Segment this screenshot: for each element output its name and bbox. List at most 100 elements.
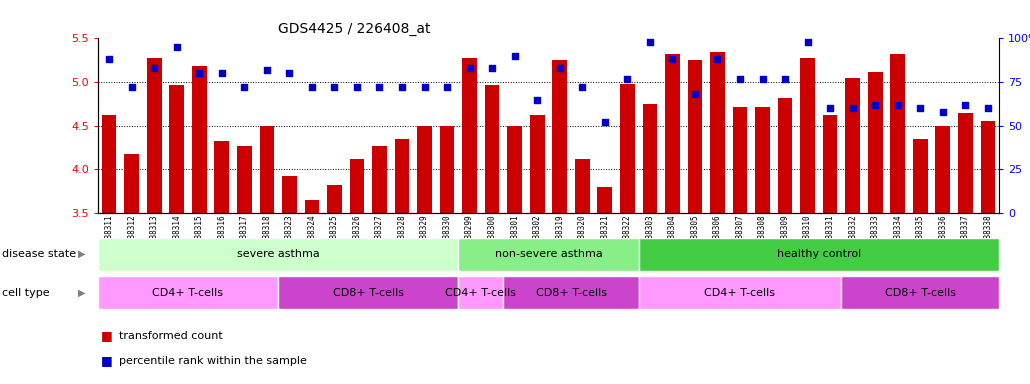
Bar xyxy=(935,126,950,213)
Point xyxy=(980,105,996,111)
Point xyxy=(754,76,770,82)
Bar xyxy=(639,238,999,271)
Bar xyxy=(504,276,639,309)
Bar xyxy=(125,154,139,213)
Point xyxy=(799,39,816,45)
Bar xyxy=(278,276,458,309)
Point xyxy=(461,65,478,71)
Text: ■: ■ xyxy=(101,329,112,343)
Bar xyxy=(552,60,568,213)
Bar xyxy=(755,106,769,213)
Bar xyxy=(328,185,342,213)
Bar xyxy=(823,115,837,213)
Point xyxy=(146,65,163,71)
Bar xyxy=(981,121,995,213)
Bar xyxy=(778,98,792,213)
Text: CD4+ T-cells: CD4+ T-cells xyxy=(445,288,516,298)
Text: healthy control: healthy control xyxy=(777,249,861,260)
Text: non-severe asthma: non-severe asthma xyxy=(494,249,603,260)
Bar xyxy=(620,84,634,213)
Text: ■: ■ xyxy=(101,354,112,367)
Text: percentile rank within the sample: percentile rank within the sample xyxy=(119,356,307,366)
Bar xyxy=(485,85,500,213)
Point xyxy=(957,102,973,108)
Point xyxy=(371,84,387,90)
Text: GDS4425 / 226408_at: GDS4425 / 226408_at xyxy=(278,22,431,36)
Bar xyxy=(958,113,972,213)
Bar xyxy=(732,106,748,213)
Text: cell type: cell type xyxy=(2,288,49,298)
Point xyxy=(574,84,590,90)
Bar xyxy=(372,146,387,213)
Bar xyxy=(597,187,612,213)
Point xyxy=(822,105,838,111)
Point xyxy=(596,119,613,125)
Point xyxy=(327,84,343,90)
Bar xyxy=(846,78,860,213)
Bar xyxy=(417,126,432,213)
Point xyxy=(101,56,117,63)
Point xyxy=(124,84,140,90)
Bar xyxy=(237,146,251,213)
Point xyxy=(507,53,523,59)
Point xyxy=(439,84,455,90)
Bar xyxy=(639,276,842,309)
Point xyxy=(619,76,636,82)
Text: ▶: ▶ xyxy=(78,249,85,259)
Point xyxy=(213,70,230,76)
Bar xyxy=(98,276,278,309)
Point xyxy=(236,84,252,90)
Point xyxy=(304,84,320,90)
Bar xyxy=(458,276,504,309)
Point xyxy=(529,96,546,103)
Point xyxy=(393,84,410,90)
Bar xyxy=(260,126,274,213)
Text: CD8+ T-cells: CD8+ T-cells xyxy=(536,288,607,298)
Point xyxy=(416,84,433,90)
Bar xyxy=(394,139,409,213)
Text: CD8+ T-cells: CD8+ T-cells xyxy=(333,288,404,298)
Point xyxy=(191,70,207,76)
Bar xyxy=(665,54,680,213)
Bar xyxy=(458,238,639,271)
Point xyxy=(890,102,906,108)
Bar xyxy=(349,159,365,213)
Point xyxy=(281,70,298,76)
Bar xyxy=(508,126,522,213)
Bar xyxy=(575,159,589,213)
Text: transformed count: transformed count xyxy=(119,331,224,341)
Bar xyxy=(868,71,883,213)
Point xyxy=(349,84,366,90)
Point xyxy=(687,91,703,98)
Point xyxy=(731,76,748,82)
Text: CD8+ T-cells: CD8+ T-cells xyxy=(885,288,956,298)
Bar xyxy=(440,126,454,213)
Bar xyxy=(192,66,207,213)
Bar xyxy=(102,115,116,213)
Text: ▶: ▶ xyxy=(78,288,85,298)
Point xyxy=(710,56,726,63)
Point xyxy=(777,76,793,82)
Text: CD4+ T-cells: CD4+ T-cells xyxy=(152,288,224,298)
Point xyxy=(845,105,861,111)
Text: severe asthma: severe asthma xyxy=(237,249,319,260)
Bar xyxy=(913,139,928,213)
Point xyxy=(664,56,681,63)
Bar xyxy=(842,276,999,309)
Bar xyxy=(800,58,815,213)
Bar xyxy=(710,51,725,213)
Point xyxy=(551,65,568,71)
Point xyxy=(867,102,884,108)
Point xyxy=(484,65,501,71)
Bar xyxy=(282,176,297,213)
Point xyxy=(169,44,185,50)
Text: CD4+ T-cells: CD4+ T-cells xyxy=(705,288,776,298)
Bar xyxy=(890,54,905,213)
Bar xyxy=(688,60,702,213)
Bar xyxy=(169,85,184,213)
Bar xyxy=(643,104,657,213)
Point xyxy=(912,105,928,111)
Bar xyxy=(98,238,458,271)
Point xyxy=(642,39,658,45)
Bar xyxy=(305,200,319,213)
